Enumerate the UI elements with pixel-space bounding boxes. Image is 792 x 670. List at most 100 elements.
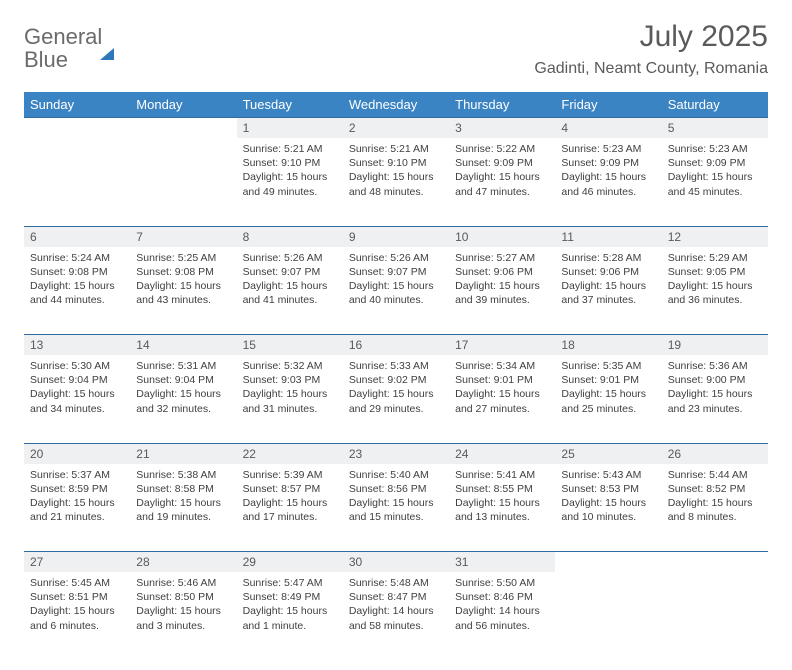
- sunrise-line: Sunrise: 5:32 AM: [243, 359, 337, 373]
- weekday-header: Monday: [130, 92, 236, 118]
- daylight-line: Daylight: 15 hours and 48 minutes.: [349, 170, 443, 198]
- day-number: 20: [24, 443, 130, 464]
- day-cell: Sunrise: 5:30 AMSunset: 9:04 PMDaylight:…: [24, 355, 130, 443]
- daylight-line: Daylight: 15 hours and 46 minutes.: [561, 170, 655, 198]
- sunset-line: Sunset: 9:10 PM: [243, 156, 337, 170]
- day-content-row: Sunrise: 5:21 AMSunset: 9:10 PMDaylight:…: [24, 138, 768, 226]
- sunset-line: Sunset: 9:02 PM: [349, 373, 443, 387]
- daylight-line: Daylight: 15 hours and 1 minute.: [243, 604, 337, 632]
- sunrise-line: Sunrise: 5:21 AM: [349, 142, 443, 156]
- sunrise-line: Sunrise: 5:46 AM: [136, 576, 230, 590]
- day-cell: Sunrise: 5:29 AMSunset: 9:05 PMDaylight:…: [662, 247, 768, 335]
- weekday-header: Tuesday: [237, 92, 343, 118]
- daylight-line: Daylight: 15 hours and 39 minutes.: [455, 279, 549, 307]
- day-number: 6: [24, 226, 130, 247]
- daylight-line: Daylight: 15 hours and 8 minutes.: [668, 496, 762, 524]
- day-number: 16: [343, 335, 449, 356]
- sunset-line: Sunset: 8:51 PM: [30, 590, 124, 604]
- sunset-line: Sunset: 8:49 PM: [243, 590, 337, 604]
- day-number: 23: [343, 443, 449, 464]
- sunset-line: Sunset: 9:03 PM: [243, 373, 337, 387]
- sunrise-line: Sunrise: 5:23 AM: [668, 142, 762, 156]
- day-number: 26: [662, 443, 768, 464]
- sunrise-line: Sunrise: 5:30 AM: [30, 359, 124, 373]
- day-cell: Sunrise: 5:46 AMSunset: 8:50 PMDaylight:…: [130, 572, 236, 660]
- daylight-line: Daylight: 15 hours and 17 minutes.: [243, 496, 337, 524]
- sunrise-line: Sunrise: 5:25 AM: [136, 251, 230, 265]
- day-content-row: Sunrise: 5:45 AMSunset: 8:51 PMDaylight:…: [24, 572, 768, 660]
- day-number: [24, 118, 130, 139]
- sunrise-line: Sunrise: 5:44 AM: [668, 468, 762, 482]
- day-number: 7: [130, 226, 236, 247]
- sunrise-line: Sunrise: 5:36 AM: [668, 359, 762, 373]
- sunrise-line: Sunrise: 5:22 AM: [455, 142, 549, 156]
- day-cell: Sunrise: 5:26 AMSunset: 9:07 PMDaylight:…: [237, 247, 343, 335]
- day-cell: Sunrise: 5:44 AMSunset: 8:52 PMDaylight:…: [662, 464, 768, 552]
- day-number: 21: [130, 443, 236, 464]
- day-number: 29: [237, 552, 343, 573]
- day-cell: Sunrise: 5:34 AMSunset: 9:01 PMDaylight:…: [449, 355, 555, 443]
- day-number: 13: [24, 335, 130, 356]
- day-number: 11: [555, 226, 661, 247]
- daylight-line: Daylight: 15 hours and 25 minutes.: [561, 387, 655, 415]
- sunrise-line: Sunrise: 5:43 AM: [561, 468, 655, 482]
- sunset-line: Sunset: 9:06 PM: [455, 265, 549, 279]
- day-number: [662, 552, 768, 573]
- day-cell: Sunrise: 5:50 AMSunset: 8:46 PMDaylight:…: [449, 572, 555, 660]
- month-title: July 2025: [534, 20, 768, 54]
- day-number: 27: [24, 552, 130, 573]
- sunset-line: Sunset: 9:01 PM: [455, 373, 549, 387]
- daynum-row: 6789101112: [24, 226, 768, 247]
- day-cell: Sunrise: 5:22 AMSunset: 9:09 PMDaylight:…: [449, 138, 555, 226]
- day-cell: Sunrise: 5:40 AMSunset: 8:56 PMDaylight:…: [343, 464, 449, 552]
- sunset-line: Sunset: 9:09 PM: [668, 156, 762, 170]
- day-number: 8: [237, 226, 343, 247]
- day-cell: [662, 572, 768, 660]
- sunrise-line: Sunrise: 5:39 AM: [243, 468, 337, 482]
- sunrise-line: Sunrise: 5:27 AM: [455, 251, 549, 265]
- daylight-line: Daylight: 15 hours and 19 minutes.: [136, 496, 230, 524]
- sunrise-line: Sunrise: 5:21 AM: [243, 142, 337, 156]
- sunrise-line: Sunrise: 5:23 AM: [561, 142, 655, 156]
- day-number: [555, 552, 661, 573]
- daylight-line: Daylight: 15 hours and 49 minutes.: [243, 170, 337, 198]
- day-number: 12: [662, 226, 768, 247]
- day-cell: Sunrise: 5:31 AMSunset: 9:04 PMDaylight:…: [130, 355, 236, 443]
- sunset-line: Sunset: 9:05 PM: [668, 265, 762, 279]
- day-number: 24: [449, 443, 555, 464]
- day-content-row: Sunrise: 5:37 AMSunset: 8:59 PMDaylight:…: [24, 464, 768, 552]
- sunset-line: Sunset: 9:09 PM: [561, 156, 655, 170]
- daylight-line: Daylight: 15 hours and 45 minutes.: [668, 170, 762, 198]
- daylight-line: Daylight: 15 hours and 41 minutes.: [243, 279, 337, 307]
- sunrise-line: Sunrise: 5:28 AM: [561, 251, 655, 265]
- daylight-line: Daylight: 15 hours and 29 minutes.: [349, 387, 443, 415]
- daylight-line: Daylight: 15 hours and 3 minutes.: [136, 604, 230, 632]
- day-cell: Sunrise: 5:26 AMSunset: 9:07 PMDaylight:…: [343, 247, 449, 335]
- sunset-line: Sunset: 9:08 PM: [30, 265, 124, 279]
- sunset-line: Sunset: 9:09 PM: [455, 156, 549, 170]
- day-number: 1: [237, 118, 343, 139]
- day-number: [130, 118, 236, 139]
- daylight-line: Daylight: 14 hours and 56 minutes.: [455, 604, 549, 632]
- daylight-line: Daylight: 15 hours and 10 minutes.: [561, 496, 655, 524]
- day-number: 28: [130, 552, 236, 573]
- daynum-row: 12345: [24, 118, 768, 139]
- sunset-line: Sunset: 9:08 PM: [136, 265, 230, 279]
- weekday-header-row: SundayMondayTuesdayWednesdayThursdayFrid…: [24, 92, 768, 118]
- sunset-line: Sunset: 8:56 PM: [349, 482, 443, 496]
- sunrise-line: Sunrise: 5:24 AM: [30, 251, 124, 265]
- sunset-line: Sunset: 9:01 PM: [561, 373, 655, 387]
- day-cell: [555, 572, 661, 660]
- day-number: 30: [343, 552, 449, 573]
- weekday-header: Wednesday: [343, 92, 449, 118]
- sunset-line: Sunset: 9:10 PM: [349, 156, 443, 170]
- daylight-line: Daylight: 15 hours and 43 minutes.: [136, 279, 230, 307]
- day-cell: Sunrise: 5:38 AMSunset: 8:58 PMDaylight:…: [130, 464, 236, 552]
- daylight-line: Daylight: 14 hours and 58 minutes.: [349, 604, 443, 632]
- daylight-line: Daylight: 15 hours and 27 minutes.: [455, 387, 549, 415]
- day-cell: [130, 138, 236, 226]
- day-content-row: Sunrise: 5:30 AMSunset: 9:04 PMDaylight:…: [24, 355, 768, 443]
- day-cell: Sunrise: 5:25 AMSunset: 9:08 PMDaylight:…: [130, 247, 236, 335]
- daynum-row: 2728293031: [24, 552, 768, 573]
- sunset-line: Sunset: 8:47 PM: [349, 590, 443, 604]
